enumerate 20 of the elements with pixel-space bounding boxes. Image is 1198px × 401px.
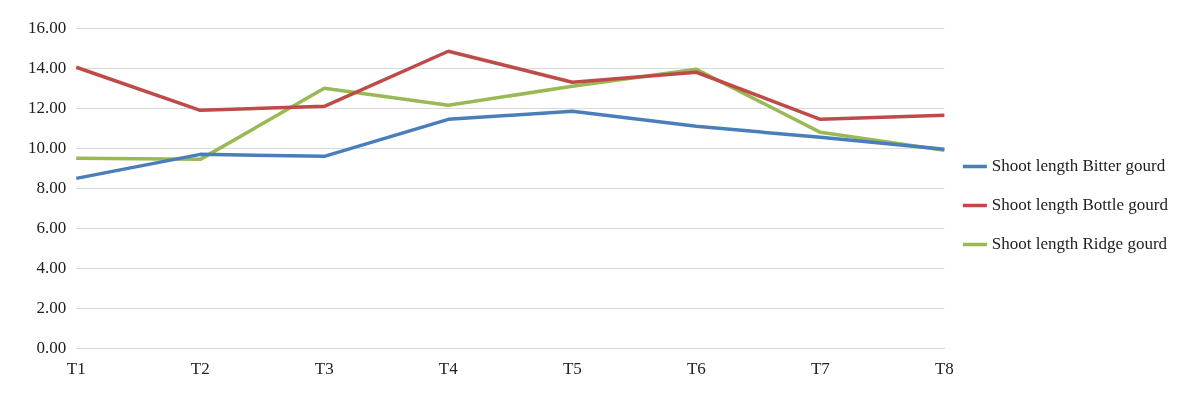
y-tick-label: 16.00 [28, 17, 67, 37]
legend-label: Shoot length Ridge gourd [991, 233, 1168, 253]
x-tick-label: T8 [934, 359, 954, 379]
x-tick-label: T4 [438, 359, 459, 379]
x-tick-label: T1 [66, 359, 86, 379]
x-tick-label: T5 [562, 359, 582, 379]
legend-label: Shoot length Bottle gourd [991, 194, 1169, 214]
y-tick-label: 4.00 [36, 257, 67, 277]
legend-label: Shoot length Bitter gourd [991, 155, 1166, 175]
x-tick-label: T3 [314, 359, 334, 379]
x-tick-label: T6 [686, 359, 706, 379]
y-tick-label: 10.00 [28, 137, 67, 157]
x-tick-label: T7 [810, 359, 831, 379]
y-tick-label: 14.00 [28, 57, 67, 77]
y-tick-label: 8.00 [36, 177, 67, 197]
y-tick-label: 12.00 [28, 97, 67, 117]
y-tick-label: 0.00 [36, 338, 67, 358]
y-tick-label: 2.00 [36, 298, 67, 318]
x-tick-label: T2 [190, 359, 210, 379]
y-tick-label: 6.00 [36, 217, 67, 237]
